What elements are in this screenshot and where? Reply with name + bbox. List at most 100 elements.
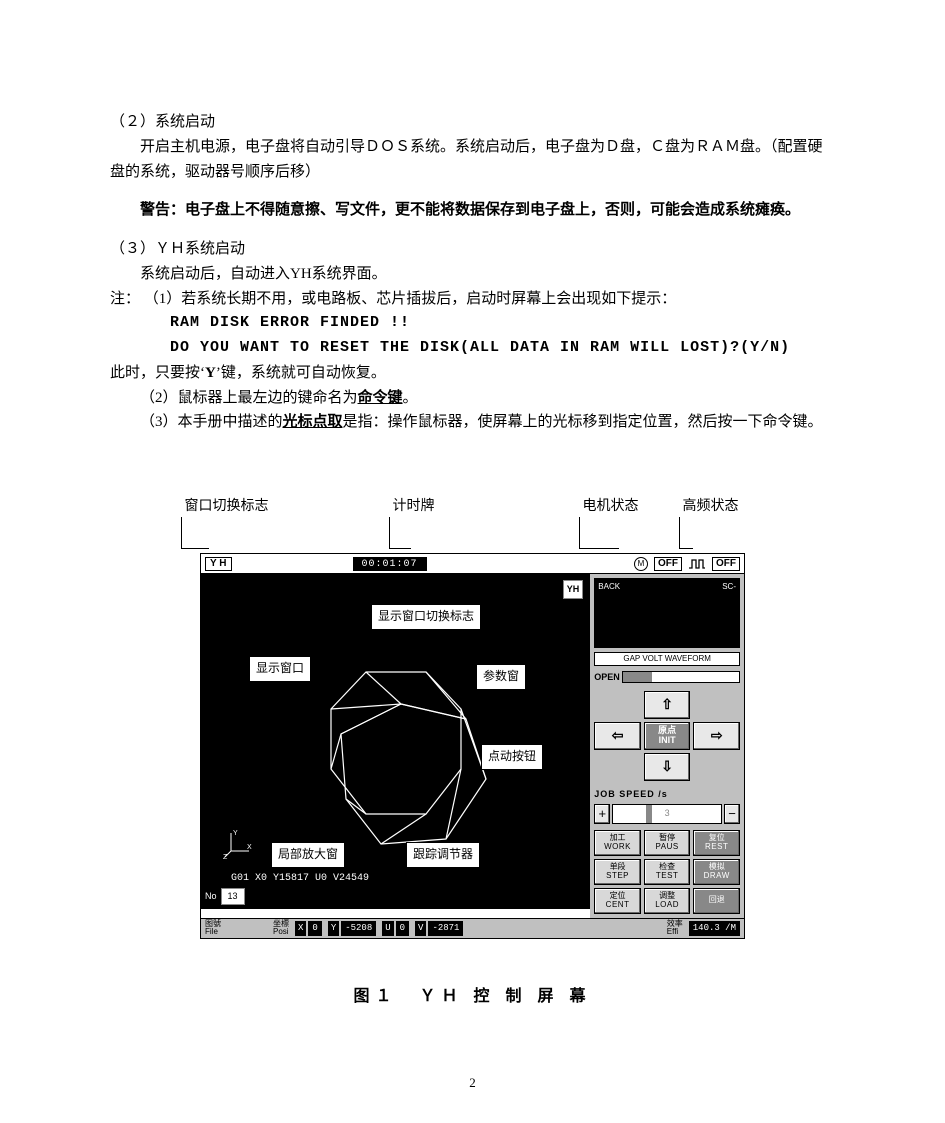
eff-val: 140.3 /M	[689, 921, 740, 936]
note3b: 光标点取	[283, 414, 343, 430]
warning: 警告：电子盘上不得随意擦、写文件，更不能将数据保存到电子盘上，否则，可能会造成系…	[110, 198, 835, 223]
s3-p1: 系统启动后，自动进入YH系统界面。	[110, 262, 835, 287]
speed-minus-button[interactable]: −	[724, 804, 740, 824]
jog-empty	[693, 753, 740, 781]
s2-p1: 开启主机电源，电子盘将自动引导ＤＯＳ系统。系统启动后，电子盘为Ｄ盘，Ｃ盘为ＲＡＭ…	[110, 135, 835, 185]
speed-bar[interactable]: 3	[612, 804, 722, 824]
no-value: 13	[221, 888, 245, 905]
svg-text:X: X	[247, 844, 252, 851]
lbl-motor: 电机状态	[583, 495, 639, 518]
main-row: YH	[201, 574, 744, 918]
annot-zoom: 局部放大窗	[271, 842, 345, 868]
note3a: （3）本手册中描述的	[140, 414, 283, 430]
coord-x: X 0	[295, 921, 322, 936]
scope-back: BACK	[598, 582, 620, 591]
annot-jog: 点动按钮	[481, 744, 543, 770]
motor-icon: M	[634, 557, 648, 571]
open-row: OPEN	[594, 670, 740, 685]
svg-text:Z: Z	[223, 854, 228, 861]
init-en: INIT	[659, 736, 676, 746]
hf-off[interactable]: OFF	[712, 557, 740, 571]
note2: （2）鼠标器上最左边的键命名为命令键。	[110, 386, 835, 411]
speed-label: JOB SPEED /s	[594, 787, 740, 802]
pulse-icon	[688, 557, 706, 571]
sb-file: 图號 File	[205, 920, 221, 936]
err-line2: DO YOU WANT TO RESET THE DISK(ALL DATA I…	[110, 336, 835, 361]
axes-icon: Y X Z	[223, 829, 253, 864]
sb-effi: 效率 Effi	[667, 920, 683, 936]
display-canvas[interactable]: YH	[201, 574, 590, 909]
lbl-timer: 计时牌	[393, 495, 435, 518]
page-number: 2	[0, 1072, 945, 1093]
cmd-step-button[interactable]: 单段STEP	[594, 859, 641, 885]
cmd-en: DRAW	[704, 872, 730, 880]
note1: （1）若系统长期不用，或电路板、芯片插拔后，启动时屏幕上会出现如下提示：	[144, 291, 677, 307]
note2a: （2）鼠标器上最左边的键命名为	[140, 390, 358, 406]
s3-head: （３）ＹＨ系统启动	[110, 237, 835, 262]
jog-empty	[594, 753, 641, 781]
s2-head: （２）系统启动	[110, 110, 835, 135]
key-y: Y	[205, 365, 216, 381]
annot-track: 跟踪调节器	[406, 842, 480, 868]
u-val: 0	[396, 921, 409, 936]
yh-window: Y H 00:01:07 M OFF OFF YH	[200, 553, 745, 939]
coord-v: V -2871	[415, 921, 463, 936]
annot-param: 参数窗	[476, 664, 526, 690]
canvas-switch-icon[interactable]: YH	[563, 580, 584, 599]
lbl-window-switch: 窗口切换标志	[185, 495, 269, 518]
jog-init-button[interactable]: 原点 INIT	[644, 722, 691, 750]
annot-switch: 显示窗口切换标志	[371, 604, 481, 630]
speed-row: + 3 −	[594, 804, 740, 824]
note-label: 注：	[110, 291, 140, 307]
open-bar[interactable]	[622, 671, 740, 683]
side-panel: BACK SC- GAP VOLT WAVEFORM OPEN ⇧ ⇦ 原点 I…	[590, 574, 744, 918]
cmd-en: LOAD	[655, 901, 679, 909]
cmd-draw-button[interactable]: 模拟DRAW	[693, 859, 740, 885]
figure-caption: 图１ ＹＨ 控 制 屏 幕	[163, 984, 783, 1010]
gcode-line: G01 X0 Y15817 U0 V24549	[231, 871, 369, 888]
cmd-cent-button[interactable]: 定位CENT	[594, 888, 641, 914]
x-lbl: X	[295, 921, 306, 936]
statusbar: 图號 File 坐標 Posi X 0 Y -5208 U 0 V -	[201, 918, 744, 938]
logo-chip[interactable]: Y H	[205, 557, 232, 571]
jog-left-button[interactable]: ⇦	[594, 722, 641, 750]
cmd-en: CENT	[606, 901, 630, 909]
u-lbl: U	[382, 921, 393, 936]
jog-up-button[interactable]: ⇧	[644, 691, 691, 719]
cmd-en: PAUS	[656, 843, 679, 851]
scope-sc: SC-	[722, 580, 736, 593]
cmd-paus-button[interactable]: 暂停PAUS	[644, 830, 691, 856]
cmd-cn: 回退	[709, 896, 725, 904]
timer: 00:01:07	[353, 557, 427, 571]
oscilloscope: BACK SC-	[594, 578, 740, 648]
eff-en: Effi	[667, 928, 683, 936]
line-no: No 13	[205, 888, 245, 905]
cmd-回退-button[interactable]: 回退	[693, 888, 740, 914]
jog-empty	[693, 691, 740, 719]
s3-p2b: ’键，系统就可自动恢复。	[216, 365, 386, 381]
jog-right-button[interactable]: ⇨	[693, 722, 740, 750]
jog-down-button[interactable]: ⇩	[644, 753, 691, 781]
svg-text:Y: Y	[233, 830, 238, 837]
cmd-work-button[interactable]: 加工WORK	[594, 830, 641, 856]
s3-p2a: 此时，只要按‘	[110, 365, 205, 381]
cmd-load-button[interactable]: 调整LOAD	[644, 888, 691, 914]
cmd-rest-button[interactable]: 复位REST	[693, 830, 740, 856]
note2b: 命令键	[358, 390, 403, 406]
motor-off[interactable]: OFF	[654, 557, 682, 571]
command-grid: 加工WORK暂停PAUS复位REST 单段STEP检查TEST模拟DRAW 定位CE…	[594, 830, 740, 914]
titlebar: Y H 00:01:07 M OFF OFF	[201, 554, 744, 574]
coord-u: U 0	[382, 921, 409, 936]
jog-empty	[594, 691, 641, 719]
annot-display: 显示窗口	[249, 656, 311, 682]
section-2: （２）系统启动 开启主机电源，电子盘将自动引导ＤＯＳ系统。系统启动后，电子盘为Ｄ…	[110, 110, 835, 184]
cmd-test-button[interactable]: 检查TEST	[644, 859, 691, 885]
y-val: -5208	[341, 921, 376, 936]
lbl-hf: 高频状态	[683, 495, 739, 518]
err-line1: RAM DISK ERROR FINDED !!	[110, 311, 835, 336]
open-label: OPEN	[594, 670, 620, 685]
x-val: 0	[308, 921, 321, 936]
posi-en: Posi	[273, 928, 289, 936]
speed-plus-button[interactable]: +	[594, 804, 610, 824]
note2c: 。	[403, 390, 418, 406]
